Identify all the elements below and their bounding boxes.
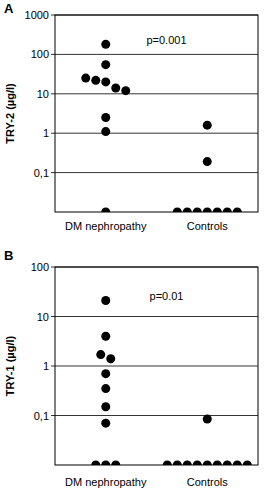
tick-mark [51,267,55,268]
data-point [101,113,110,122]
panel-label: B [4,248,13,263]
data-point [101,461,110,466]
data-point [213,461,222,466]
data-point [203,208,212,213]
axis-label: TRY-2 (µg/l) [4,83,16,144]
tick-mark [51,15,55,16]
data-point [101,60,110,69]
data-point [121,86,130,95]
points [81,40,242,212]
data-point [243,461,252,466]
data-point [101,296,110,305]
tick-mark [51,93,55,94]
tick-label: 1 [43,360,49,372]
tick-label: 1 [43,127,49,139]
grid-line [55,415,258,416]
data-point [101,40,110,49]
grid-line [55,316,258,317]
data-point [223,208,232,213]
data-point [233,208,242,213]
grid-line [55,366,258,367]
data-point [101,77,110,86]
tick-label: 0,1 [34,167,49,179]
data-point [183,461,192,466]
tick-label: 100 [31,48,49,60]
tick-mark [51,366,55,367]
tick-mark [51,172,55,173]
data-point [101,127,110,136]
figure: 0,1 1 10 100 1000 A TRY-2 (µg/l) p=0.001 DM neph… [0,0,264,500]
data-point [106,354,115,363]
tick-mark [51,54,55,55]
plot-frame [55,15,258,212]
grid-line [55,93,258,94]
data-point [213,208,222,213]
data-point [223,461,232,466]
data-point [91,461,100,466]
tick-label: 10 [37,88,49,100]
data-point [203,121,212,130]
data-point [163,461,172,466]
plot-frame [55,267,258,465]
tick-label: 1000 [25,9,49,21]
grid-line [55,172,258,173]
category-label: DM nephropathy [65,476,147,488]
data-point [173,461,182,466]
data-point [111,461,120,466]
data-point [173,208,182,213]
data-point [101,419,110,428]
category-label: Controls [187,220,228,232]
tick-label: 10 [37,311,49,323]
data-point [183,208,192,213]
data-point [91,76,100,85]
panel-label: A [4,1,14,16]
data-point [193,461,202,466]
data-point [203,157,212,166]
data-point [193,208,202,213]
data-point [101,402,110,411]
tick-mark [51,133,55,134]
data-point [81,74,90,83]
grid-line [55,54,258,55]
data-point [96,350,105,359]
annotation: p=0.001 [146,34,186,46]
points [91,296,252,465]
category-label: DM nephropathy [65,220,147,232]
tick-mark [51,316,55,317]
annotation: p=0.01 [150,290,184,302]
category-label: Controls [187,476,228,488]
axis-label: TRY-1 (µg/l) [4,336,16,397]
tick-label: 100 [31,261,49,273]
data-point [101,208,110,213]
data-point [101,369,110,378]
data-point [111,84,120,93]
tick-mark [51,415,55,416]
tick-label: 0,1 [34,410,49,422]
data-point [101,384,110,393]
data-point [233,461,242,466]
grid-line [55,133,258,134]
data-point [203,461,212,466]
data-point [203,414,212,423]
data-point [101,332,110,341]
